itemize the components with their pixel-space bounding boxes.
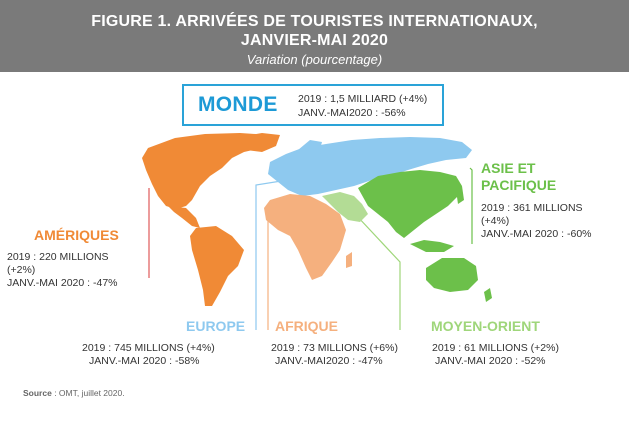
scandinavia-shape — [298, 140, 322, 160]
asia-shape — [358, 170, 462, 238]
japan-shape — [456, 186, 464, 204]
africa-stat-2019: 2019 : 73 MILLIONS (+6%) — [271, 342, 398, 354]
source-label: Source — [23, 388, 52, 398]
africa-stat-2020: JANV.-MAI2020 : -47% — [275, 355, 383, 367]
europe-stat-2020: JANV.-MAI 2020 : -58% — [89, 355, 200, 367]
madagascar-shape — [346, 252, 352, 268]
greenland-shape — [238, 133, 280, 152]
middle-east-leader-line — [341, 199, 401, 330]
americas-stat-2020: JANV.-MAI 2020 : -47% — [7, 277, 118, 289]
middle-east-region — [322, 192, 368, 222]
europe-stat-2019: 2019 : 745 MILLIONS (+4%) — [82, 342, 215, 354]
africa-label: AFRIQUE — [275, 318, 338, 334]
figure-header: FIGURE 1. ARRIVÉES DE TOURISTES INTERNAT… — [0, 0, 629, 72]
africa-shape — [264, 194, 346, 280]
africa-region — [264, 194, 352, 280]
north-america-shape — [142, 133, 276, 209]
source-text: : OMT, juillet 2020. — [51, 388, 125, 398]
southeast-asia-islands-shape — [410, 240, 454, 252]
middle-east-stat-2020: JANV.-MAI 2020 : -52% — [435, 355, 546, 367]
south-america-shape — [190, 226, 244, 306]
new-zealand-shape — [484, 288, 492, 302]
asia-pacific-label-line1: ASIE ET — [481, 160, 536, 176]
world-summary-box: MONDE 2019 : 1,5 MILLIARD (+4%) JANV.-MA… — [182, 84, 444, 126]
europe-region — [268, 137, 472, 196]
americas-stat-2019: 2019 : 220 MILLIONS — [7, 251, 109, 263]
americas-region — [142, 133, 280, 306]
world-stat-2019: 2019 : 1,5 MILLIARD (+4%) — [298, 93, 428, 105]
asia-pacific-label-line2: PACIFIQUE — [481, 177, 557, 193]
asia-pacific-region — [358, 170, 492, 302]
europe-label: EUROPE — [186, 318, 246, 334]
middle-east-shape — [322, 192, 368, 222]
asia-leader-line — [469, 167, 473, 244]
figure-title-line1: FIGURE 1. ARRIVÉES DE TOURISTES INTERNAT… — [91, 13, 538, 30]
figure-subtitle: Variation (pourcentage) — [246, 52, 383, 67]
asia-pacific-stat-2019-change: (+4%) — [481, 215, 510, 227]
asia-pacific-stat-2020: JANV.-MAI 2020 : -60% — [481, 228, 592, 240]
world-stat-2020: JANV.-MAI2020 : -56% — [298, 107, 406, 119]
figure-title-line2: JANVIER-MAI 2020 — [240, 32, 389, 49]
middle-east-label: MOYEN-ORIENT — [431, 318, 540, 334]
americas-label: AMÉRIQUES — [34, 227, 119, 243]
world-label: MONDE — [198, 93, 278, 116]
source-note: Source : OMT, juillet 2020. — [23, 388, 125, 398]
central-america-shape — [168, 206, 200, 228]
asia-pacific-stat-2019: 2019 : 361 MILLIONS — [481, 202, 583, 214]
australia-shape — [426, 258, 478, 292]
americas-stat-2019-change: (+2%) — [7, 264, 36, 276]
middle-east-stat-2019: 2019 : 61 MILLIONS (+2%) — [432, 342, 559, 354]
